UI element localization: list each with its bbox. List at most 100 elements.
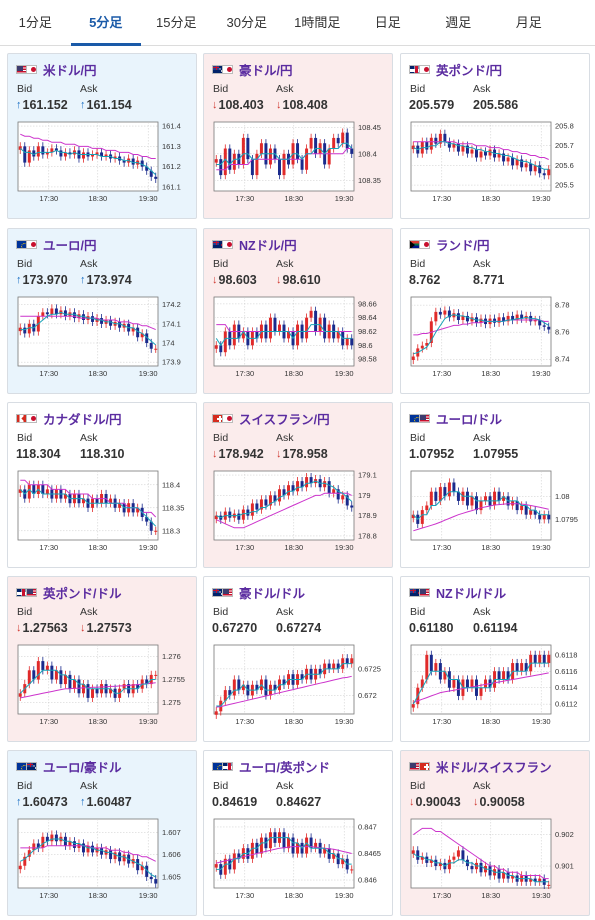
rate-card[interactable]: 豪ドル/ドル Bid 0.67270 Ask 0.67274 0.672 0.6725 17:… bbox=[203, 576, 393, 742]
pair-name[interactable]: ユーロ/円 bbox=[43, 238, 97, 253]
rate-card[interactable]: ランド/円 Bid 8.762 Ask 8.771 8.74 8.76 8.78 17:30 18… bbox=[400, 228, 590, 394]
pair-name[interactable]: 米ドル/円 bbox=[43, 63, 97, 78]
price-chart[interactable]: 118.3 118.35 118.4 17:30 18:30 19:30 bbox=[8, 467, 198, 567]
price-chart[interactable]: 0.901 0.902 17:30 18:30 19:30 bbox=[401, 815, 591, 915]
tab-timeframe[interactable]: 5分足 bbox=[70, 0, 141, 46]
rate-card[interactable]: カナダドル/円 Bid 118.304 Ask 118.310 118.3 118.35 11… bbox=[7, 402, 197, 568]
pair-name[interactable]: カナダドル/円 bbox=[43, 412, 122, 427]
pair-name[interactable]: ランド/円 bbox=[436, 238, 490, 253]
tab-timeframe[interactable]: 1時間足 bbox=[294, 15, 341, 30]
price-chart[interactable]: 0.846 0.8465 0.847 17:30 18:30 19:30 bbox=[204, 815, 394, 915]
x-tick-label: 17:30 bbox=[432, 891, 451, 900]
pair-name[interactable]: ユーロ/ドル bbox=[436, 412, 502, 427]
candle-body bbox=[287, 331, 291, 339]
rate-card[interactable]: 米ドル/スイスフラン Bid ↓ 0.90043 Ask ↓ 0.90058 0.901 0.9… bbox=[400, 750, 590, 916]
rate-card[interactable]: ユーロ/円 Bid ↑ 173.970 Ask ↑ 173.974 173.9 174 174.1… bbox=[7, 228, 197, 394]
price-chart[interactable]: 108.35 108.4 108.45 17:30 18:30 19:30 bbox=[204, 118, 394, 218]
candle-body bbox=[27, 484, 31, 499]
y-tick-label: 1.0795 bbox=[555, 515, 578, 524]
tab-timeframe[interactable]: 30分足 bbox=[226, 15, 267, 30]
candle-body bbox=[497, 153, 501, 158]
candle-body bbox=[502, 671, 506, 680]
candle-body bbox=[502, 872, 506, 879]
candle-body bbox=[50, 834, 54, 842]
rate-card[interactable]: ユーロ/英ポンド Bid 0.84619 Ask 0.84627 0.846 0.8465 0… bbox=[203, 750, 393, 916]
candle-body bbox=[296, 324, 300, 346]
candle-body bbox=[45, 665, 49, 671]
pair-name[interactable]: スイスフラン/円 bbox=[239, 412, 330, 427]
plot-area bbox=[17, 296, 159, 367]
candle-body bbox=[232, 853, 236, 870]
price-chart[interactable]: 98.58 98.6 98.62 98.64 98.66 17:30 18:30 19:30 bbox=[204, 293, 394, 393]
price-chart[interactable]: 1.0795 1.08 17:30 18:30 19:30 bbox=[401, 467, 591, 567]
x-tick-label: 17:30 bbox=[235, 891, 254, 900]
price-chart[interactable]: 0.6112 0.6114 0.6116 0.6118 17:30 18:30 19:30 bbox=[401, 641, 591, 741]
candle-body bbox=[300, 481, 304, 488]
x-tick-label: 18:30 bbox=[88, 194, 107, 203]
price-chart[interactable]: 0.672 0.6725 17:30 18:30 19:30 bbox=[204, 641, 394, 741]
flags-group bbox=[409, 239, 430, 249]
price-chart[interactable]: 1.605 1.606 1.607 17:30 18:30 19:30 bbox=[8, 815, 198, 915]
price-chart[interactable]: 1.275 1.2755 1.276 17:30 18:30 19:30 bbox=[8, 641, 198, 741]
candle-body bbox=[109, 320, 113, 326]
price-chart[interactable]: 173.9 174 174.1 174.2 17:30 18:30 19:30 bbox=[8, 293, 198, 393]
candle-body bbox=[314, 842, 318, 849]
candle-body bbox=[547, 514, 551, 520]
bid-label: Bid bbox=[213, 258, 229, 270]
candle-body bbox=[136, 859, 140, 871]
ma-fast-line bbox=[19, 669, 156, 694]
candle-body bbox=[461, 145, 465, 152]
rate-card[interactable]: NZドル/ドル Bid 0.61180 Ask 0.61194 0.6112 0.6114 0… bbox=[400, 576, 590, 742]
tab-timeframe[interactable]: 月足 bbox=[515, 15, 542, 30]
pair-name[interactable]: 英ポンド/ドル bbox=[43, 586, 122, 601]
rate-card[interactable]: 英ポンド/円 Bid 205.579 Ask 205.586 205.5 205.6 205.… bbox=[400, 53, 590, 219]
candle-body bbox=[425, 654, 429, 680]
y-tick-label: 174 bbox=[162, 339, 175, 348]
tab-timeframe[interactable]: 1分足 bbox=[18, 15, 52, 30]
candle-body bbox=[100, 847, 104, 855]
rate-card[interactable]: 豪ドル/円 Bid ↓ 108.403 Ask ↓ 108.408 108.35 108.4 10… bbox=[203, 53, 393, 219]
candle-body bbox=[456, 491, 460, 501]
candle-body bbox=[542, 325, 546, 327]
candle-body bbox=[50, 148, 54, 153]
rate-card[interactable]: 英ポンド/ドル Bid ↓ 1.27563 Ask ↓ 1.27573 1.275 1.2755… bbox=[7, 576, 197, 742]
price-chart[interactable]: 178.8 178.9 179 179.1 17:30 18:30 19:30 bbox=[204, 467, 394, 567]
candle-body bbox=[520, 159, 524, 168]
x-tick-label: 17:30 bbox=[39, 891, 58, 900]
price-chart[interactable]: 8.74 8.76 8.78 17:30 18:30 19:30 bbox=[401, 293, 591, 393]
candle-body bbox=[452, 143, 456, 148]
candle-body bbox=[411, 850, 415, 854]
price-chart[interactable]: 161.1 161.2 161.3 161.4 17:30 18:30 19:30 bbox=[8, 118, 198, 218]
x-tick-label: 19:30 bbox=[139, 369, 158, 378]
pair-name[interactable]: ユーロ/豪ドル bbox=[43, 760, 122, 775]
tab-timeframe[interactable]: 15分足 bbox=[156, 15, 197, 30]
pair-name[interactable]: 米ドル/スイスフラン bbox=[436, 760, 552, 775]
rate-card[interactable]: スイスフラン/円 Bid ↓ 178.942 Ask ↓ 178.958 178.8 178.9… bbox=[203, 402, 393, 568]
y-tick-label: 98.64 bbox=[358, 313, 377, 322]
pair-name[interactable]: 豪ドル/円 bbox=[239, 63, 293, 78]
candle-body bbox=[232, 153, 236, 170]
candle-body bbox=[32, 843, 36, 851]
rate-card[interactable]: ユーロ/ドル Bid 1.07952 Ask 1.07955 1.0795 1.08 17:3… bbox=[400, 402, 590, 568]
arrow-down-icon: ↓ bbox=[212, 99, 218, 111]
rate-card[interactable]: NZドル/円 Bid ↓ 98.603 Ask ↓ 98.610 98.58 98.6 98.62… bbox=[203, 228, 393, 394]
candle-body bbox=[145, 865, 149, 877]
candle-body bbox=[341, 495, 345, 500]
x-tick-label: 19:30 bbox=[532, 543, 551, 552]
tab-timeframe[interactable]: 週足 bbox=[445, 15, 472, 30]
pair-name[interactable]: NZドル/ドル bbox=[436, 586, 507, 601]
tab-timeframe[interactable]: 日足 bbox=[374, 15, 401, 30]
ask-price: 205.586 bbox=[473, 98, 518, 112]
rate-card[interactable]: ユーロ/豪ドル Bid ↑ 1.60473 Ask ↑ 1.60487 1.605 1.606 1… bbox=[7, 750, 197, 916]
pair-name[interactable]: NZドル/円 bbox=[239, 238, 297, 253]
pair-name[interactable]: 英ポンド/円 bbox=[436, 63, 502, 78]
y-tick-label: 179.1 bbox=[358, 471, 377, 480]
candle-body bbox=[350, 338, 354, 346]
price-chart[interactable]: 205.5 205.6 205.7 205.8 17:30 18:30 19:30 bbox=[401, 118, 591, 218]
rate-card[interactable]: 米ドル/円 Bid ↑ 161.152 Ask ↑ 161.154 161.1 161.2 161… bbox=[7, 53, 197, 219]
pair-name[interactable]: 豪ドル/ドル bbox=[239, 586, 305, 601]
pair-name[interactable]: ユーロ/英ポンド bbox=[239, 760, 330, 775]
candle-body bbox=[309, 137, 313, 149]
gb-flag bbox=[222, 761, 233, 771]
rate-card-grid: 米ドル/円 Bid ↑ 161.152 Ask ↑ 161.154 161.1 161.2 161… bbox=[7, 53, 591, 918]
